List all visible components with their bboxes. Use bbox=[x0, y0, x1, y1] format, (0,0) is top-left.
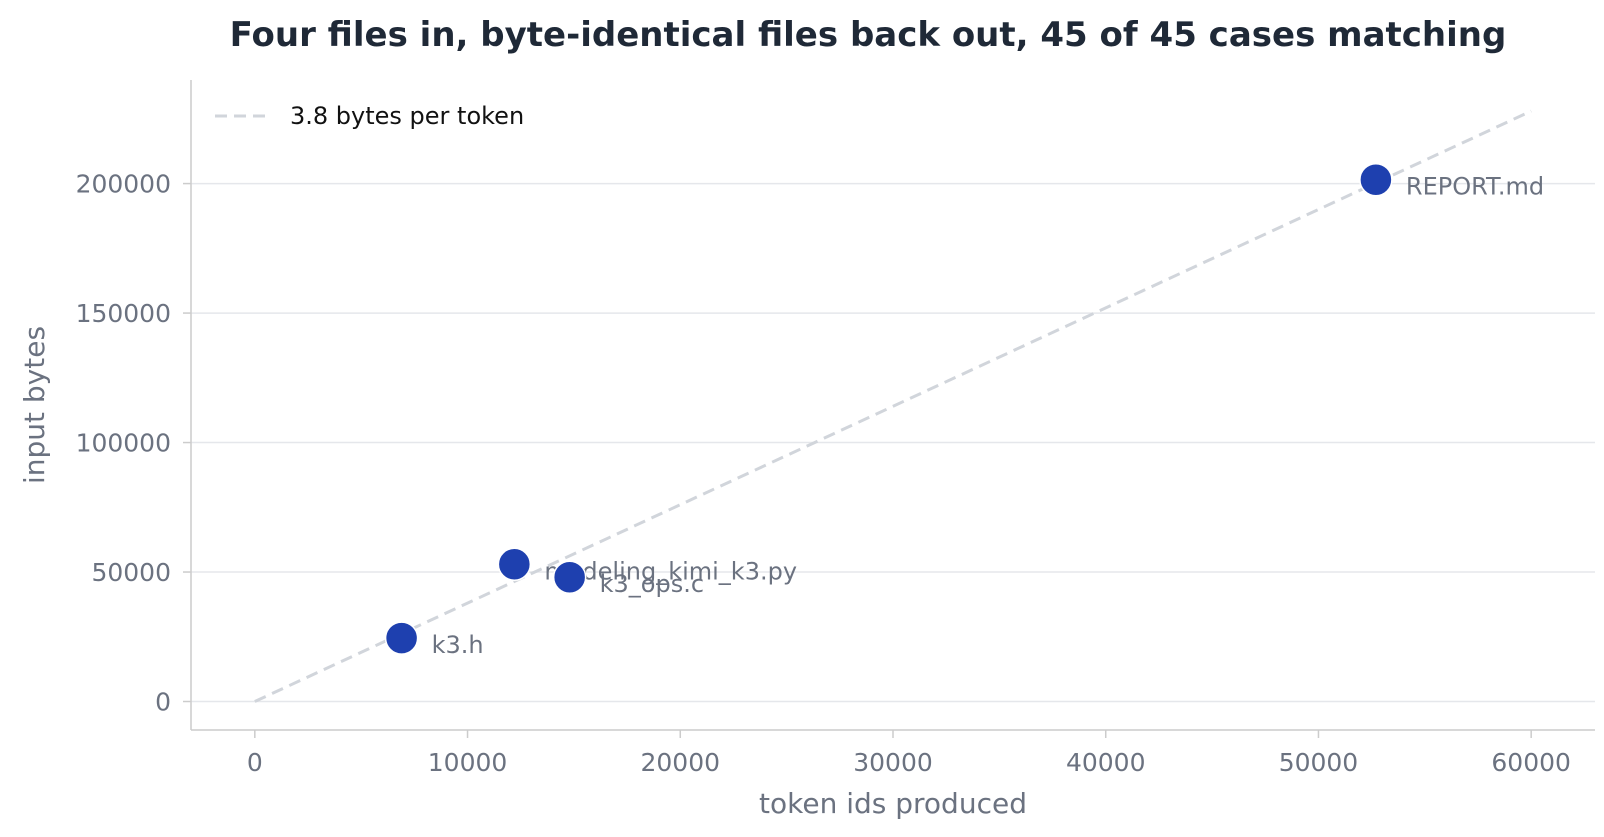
y-tick-label: 200000 bbox=[76, 170, 171, 199]
chart-title: Four files in, byte-identical files back… bbox=[230, 15, 1507, 55]
x-tick-label: 10000 bbox=[428, 748, 508, 777]
x-tick-label: 40000 bbox=[1066, 748, 1146, 777]
ticks: 0 50000 100000 150000 200000 0 10000 20000 30000… bbox=[76, 170, 1571, 777]
point-label: k3_ops.c bbox=[600, 570, 704, 598]
reference-line bbox=[254, 109, 1532, 703]
y-tick-label: 0 bbox=[155, 688, 171, 717]
y-tick-label: 150000 bbox=[76, 299, 171, 328]
x-tick-label: 50000 bbox=[1279, 748, 1359, 777]
x-tick-label: 30000 bbox=[853, 748, 933, 777]
point-label: k3.h bbox=[432, 631, 484, 659]
point-label: modeling_kimi_k3.py bbox=[544, 557, 797, 585]
data-point bbox=[552, 560, 587, 594]
y-tick-label: 50000 bbox=[91, 558, 171, 587]
grid-lines bbox=[191, 182, 1595, 703]
x-axis-label: token ids produced bbox=[759, 787, 1027, 820]
data-point bbox=[1359, 162, 1393, 197]
x-tick-label: 0 bbox=[247, 748, 263, 777]
point-label: REPORT.md bbox=[1406, 173, 1544, 201]
x-tick-label: 60000 bbox=[1491, 748, 1571, 777]
reference-line-group bbox=[254, 109, 1532, 703]
legend: 3.8 bytes per token bbox=[215, 102, 524, 130]
legend-entry-reference: 3.8 bytes per token bbox=[290, 102, 524, 130]
data-point bbox=[497, 547, 532, 582]
y-axis-label: input bytes bbox=[18, 326, 51, 484]
y-tick-label: 100000 bbox=[76, 429, 171, 458]
data-point bbox=[384, 621, 419, 655]
x-tick-label: 20000 bbox=[641, 748, 721, 777]
